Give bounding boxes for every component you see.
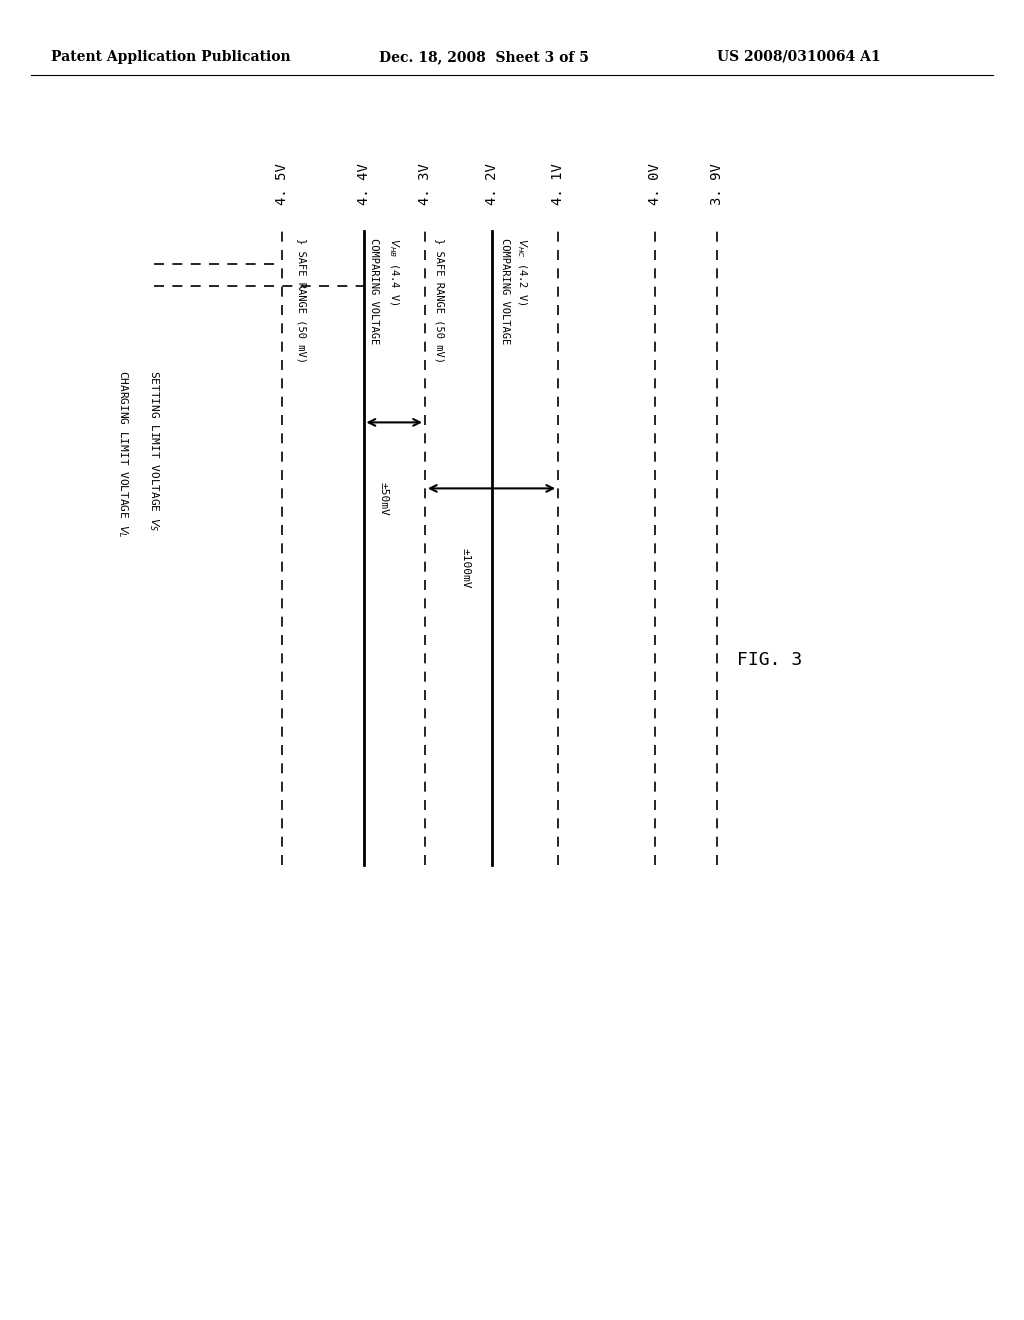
Text: Patent Application Publication: Patent Application Publication	[51, 50, 291, 63]
Text: 4. 3V: 4. 3V	[418, 162, 432, 205]
Text: $V_{HC}$ (4.2 V): $V_{HC}$ (4.2 V)	[515, 238, 529, 305]
Text: US 2008/0310064 A1: US 2008/0310064 A1	[717, 50, 881, 63]
Text: 4. 5V: 4. 5V	[274, 162, 289, 205]
Text: Dec. 18, 2008  Sheet 3 of 5: Dec. 18, 2008 Sheet 3 of 5	[379, 50, 589, 63]
Text: 4. 4V: 4. 4V	[356, 162, 371, 205]
Text: 4. 1V: 4. 1V	[551, 162, 565, 205]
Text: 3. 9V: 3. 9V	[710, 162, 724, 205]
Text: CHARGING LIMIT VOLTAGE $V_L$: CHARGING LIMIT VOLTAGE $V_L$	[116, 370, 130, 537]
Text: $V_{HB}$ (4.4 V): $V_{HB}$ (4.4 V)	[387, 238, 401, 305]
Text: SETTING LIMIT VOLTAGE $V_S$: SETTING LIMIT VOLTAGE $V_S$	[146, 370, 161, 531]
Text: FIG. 3: FIG. 3	[737, 651, 803, 669]
Text: 4. 2V: 4. 2V	[484, 162, 499, 205]
Text: ±50mV: ±50mV	[379, 482, 389, 516]
Text: } SAFE RANGE (50 mV): } SAFE RANGE (50 mV)	[435, 238, 445, 363]
Text: COMPARING VOLTAGE: COMPARING VOLTAGE	[369, 238, 379, 343]
Text: 4. 0V: 4. 0V	[648, 162, 663, 205]
Text: COMPARING VOLTAGE: COMPARING VOLTAGE	[500, 238, 510, 343]
Text: ±100mV: ±100mV	[461, 548, 471, 589]
Text: } SAFE RANGE (50 mV): } SAFE RANGE (50 mV)	[297, 238, 307, 363]
